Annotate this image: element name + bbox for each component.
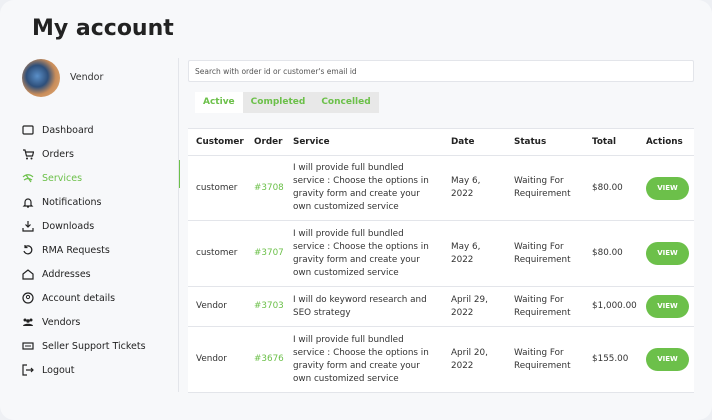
cell: $155.00 xyxy=(584,326,638,393)
menu-item[interactable]: Logout xyxy=(22,358,179,382)
order-link[interactable]: #3676 xyxy=(246,326,285,393)
menu-icon xyxy=(22,292,34,304)
menu-item[interactable]: Orders xyxy=(22,142,179,166)
cell: VIEW xyxy=(638,155,694,221)
menu-item[interactable]: Notifications xyxy=(22,190,179,214)
view-button[interactable]: VIEW xyxy=(646,348,689,371)
menu-label: Vendors xyxy=(42,316,81,328)
cell: I will provide full bundled service : Ch… xyxy=(285,155,443,221)
cell: Waiting For Requirement xyxy=(506,326,584,393)
cell: I will do keyword research and SEO strat… xyxy=(285,286,443,327)
menu-icon xyxy=(22,269,34,280)
cell: Waiting For Requirement xyxy=(506,220,584,287)
orders-table: Customer Order Service Date Status Total Actio… xyxy=(188,128,694,393)
menu-label: Notifications xyxy=(42,196,102,208)
cell: I will provide full bundled service : Ch… xyxy=(285,326,443,393)
column-header: Status xyxy=(506,128,584,156)
cell: customer xyxy=(188,155,246,221)
table-row: customer #3707 I will provide full bundled… xyxy=(188,220,694,287)
menu-label: Logout xyxy=(42,364,75,376)
view-button[interactable]: VIEW xyxy=(646,176,689,200)
menu-item[interactable]: Account details xyxy=(22,286,179,310)
cell: $1,000.00 xyxy=(584,286,638,327)
menu-item[interactable]: Dashboard xyxy=(22,118,179,142)
divider xyxy=(178,58,179,392)
view-button[interactable]: VIEW xyxy=(646,295,689,318)
menu-item[interactable]: Addresses xyxy=(22,262,179,286)
view-button[interactable]: VIEW xyxy=(646,242,689,265)
cell: customer xyxy=(188,220,246,287)
menu-label: Seller Support Tickets xyxy=(42,340,146,352)
column-header: Customer xyxy=(188,128,246,156)
page-title: My account xyxy=(32,16,174,41)
column-header: Order xyxy=(246,128,285,156)
menu-item[interactable]: RMA Requests xyxy=(22,238,179,262)
cell: April 29, 2022 xyxy=(443,286,506,327)
tab[interactable]: Concelled xyxy=(321,97,371,107)
menu-label: Downloads xyxy=(42,220,95,232)
menu-label: Account details xyxy=(42,292,116,304)
tab[interactable]: Active xyxy=(195,92,243,113)
menu-icon xyxy=(22,198,34,208)
menu-icon xyxy=(22,125,34,135)
column-header: Date xyxy=(443,128,506,156)
cell: Vendor xyxy=(188,326,246,393)
cell: VIEW xyxy=(638,286,694,327)
menu-label: Dashboard xyxy=(42,124,94,136)
menu-icon xyxy=(23,245,33,255)
menu-item[interactable]: Services xyxy=(22,160,180,190)
menu-icon xyxy=(22,364,34,376)
menu-label: RMA Requests xyxy=(42,244,110,256)
cell: May 6, 2022 xyxy=(443,155,506,221)
menu-label: Addresses xyxy=(42,268,91,280)
menu-icon xyxy=(22,221,34,232)
order-link[interactable]: #3703 xyxy=(246,286,285,327)
tab[interactable]: Completed xyxy=(250,97,306,107)
table-row: customer #3708 I will provide full bundled… xyxy=(188,155,694,221)
menu-label: Services xyxy=(42,172,83,184)
cell: April 20, 2022 xyxy=(443,326,506,393)
menu-item[interactable]: Downloads xyxy=(22,214,179,238)
table-row: Vendor #3703 I will do keyword research an… xyxy=(188,286,694,327)
cell: Waiting For Requirement xyxy=(506,155,584,221)
search-input[interactable]: Search with order id or customer's email… xyxy=(188,60,694,82)
user-name: Vendor xyxy=(70,72,104,83)
cell: I will provide full bundled service : Ch… xyxy=(285,220,443,287)
cell: $80.00 xyxy=(584,220,638,287)
cell: $80.00 xyxy=(584,155,638,221)
tabs: Active Completed Concelled xyxy=(195,92,379,113)
column-header: Service xyxy=(285,128,443,156)
cell: VIEW xyxy=(638,220,694,287)
cell: Waiting For Requirement xyxy=(506,286,584,327)
menu-icon xyxy=(22,342,34,350)
order-link[interactable]: #3708 xyxy=(246,155,285,221)
header-row: Customer Order Service Date Status Total Actio… xyxy=(188,128,694,156)
cell: Vendor xyxy=(188,286,246,327)
menu-item[interactable]: Vendors xyxy=(22,310,179,334)
table-row: Vendor #3676 I will provide full bundled s… xyxy=(188,326,694,393)
menu-icon xyxy=(23,149,34,160)
menu-icon xyxy=(22,174,34,183)
cell: VIEW xyxy=(638,326,694,393)
menu-item[interactable]: Seller Support Tickets xyxy=(22,334,179,358)
order-link[interactable]: #3707 xyxy=(246,220,285,287)
menu-icon xyxy=(23,318,33,326)
column-header: Actions xyxy=(638,128,694,156)
menu-label: Orders xyxy=(42,148,74,160)
sidebar-menu: Dashboard Orders Services Notifications Down… xyxy=(22,118,180,382)
column-header: Total xyxy=(584,128,638,156)
avatar xyxy=(22,59,60,97)
cell: May 6, 2022 xyxy=(443,220,506,287)
